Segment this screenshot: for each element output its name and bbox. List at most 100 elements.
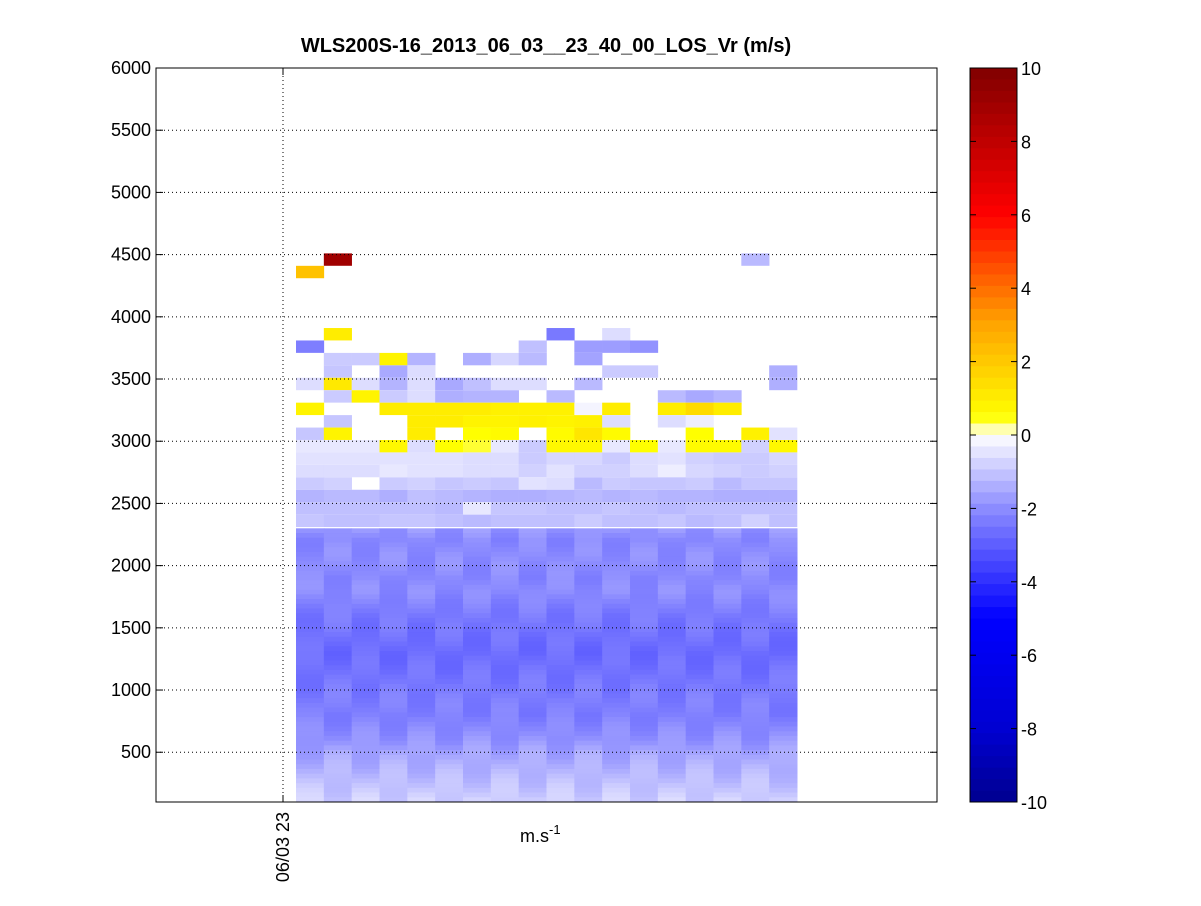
heatmap-cell xyxy=(546,707,575,713)
heatmap-cell xyxy=(296,731,325,737)
heatmap-cell xyxy=(463,533,492,539)
heatmap-cell xyxy=(379,599,408,605)
heatmap-cell xyxy=(407,477,436,490)
heatmap-cell xyxy=(518,655,547,661)
heatmap-cell xyxy=(657,750,687,756)
heatmap-cell xyxy=(713,669,742,676)
heatmap-cell xyxy=(296,768,325,775)
heatmap-cell xyxy=(741,651,770,657)
colorbar-step xyxy=(970,194,1017,207)
heatmap-cell xyxy=(630,778,659,784)
heatmap-cell xyxy=(657,735,687,742)
heatmap-cell xyxy=(379,674,408,680)
heatmap-cell xyxy=(630,792,659,798)
heatmap-cell xyxy=(296,547,325,553)
heatmap-cell xyxy=(379,693,408,699)
heatmap-cell xyxy=(435,735,464,742)
heatmap-cell xyxy=(657,721,687,727)
heatmap-cell xyxy=(657,627,687,633)
heatmap-cell xyxy=(713,759,742,765)
heatmap-cell xyxy=(713,594,742,600)
heatmap-cell xyxy=(407,679,436,685)
heatmap-cell xyxy=(296,721,325,727)
heatmap-cell xyxy=(741,707,770,713)
heatmap-cell xyxy=(490,778,520,784)
heatmap-cell xyxy=(602,542,631,548)
heatmap-cell xyxy=(351,561,380,567)
heatmap-cell xyxy=(769,584,798,591)
heatmap-cell xyxy=(296,584,325,591)
heatmap-cell xyxy=(657,608,687,614)
heatmap-cell xyxy=(713,646,742,652)
heatmap-cell xyxy=(657,717,687,723)
heatmap-cell xyxy=(463,489,492,503)
heatmap-cell xyxy=(518,792,547,798)
heatmap-cell xyxy=(463,740,492,746)
heatmap-cell xyxy=(518,759,547,765)
colorbar-step xyxy=(970,389,1017,401)
heatmap-cell xyxy=(379,632,408,638)
heatmap-cell xyxy=(351,698,380,704)
heatmap-cell xyxy=(490,440,519,453)
heatmap-cell xyxy=(685,792,714,798)
heatmap-cell xyxy=(490,702,520,709)
heatmap-cell xyxy=(741,502,770,515)
heatmap-cell xyxy=(713,584,742,591)
heatmap-cell xyxy=(574,514,603,528)
heatmap-cell xyxy=(685,712,714,718)
heatmap-cell xyxy=(546,646,575,652)
heatmap-cell xyxy=(351,352,380,366)
heatmap-cell xyxy=(323,599,353,605)
heatmap-cell xyxy=(685,721,714,727)
heatmap-cell xyxy=(407,365,436,378)
heatmap-cell xyxy=(435,792,464,798)
heatmap-cell xyxy=(769,764,798,770)
heatmap-cell xyxy=(463,603,492,610)
heatmap-cell xyxy=(351,533,380,539)
heatmap-cell xyxy=(351,783,380,789)
heatmap-cell xyxy=(546,452,575,465)
heatmap-cell xyxy=(713,589,742,595)
heatmap-cell xyxy=(685,477,714,490)
heatmap-cell xyxy=(435,440,464,453)
heatmap-cell xyxy=(463,551,492,558)
heatmap-cell xyxy=(407,783,436,789)
heatmap-cell xyxy=(351,599,380,605)
heatmap-cell xyxy=(323,764,353,770)
heatmap-cell xyxy=(296,679,325,685)
heatmap-cell xyxy=(769,750,798,756)
heatmap-cell xyxy=(630,768,659,775)
heatmap-cell xyxy=(435,783,464,789)
y-tick-label: 2500 xyxy=(111,493,151,513)
heatmap-cell xyxy=(602,797,631,803)
colorbar-step xyxy=(970,217,1017,229)
heatmap-cell xyxy=(351,452,380,465)
heatmap-cell xyxy=(323,684,353,690)
heatmap-cell xyxy=(435,556,464,562)
heatmap-cell xyxy=(296,622,325,628)
heatmap-cell xyxy=(602,340,631,353)
heatmap-cell xyxy=(435,731,464,737)
heatmap-cell xyxy=(379,768,408,775)
heatmap-cell xyxy=(574,603,603,610)
heatmap-cell xyxy=(407,768,436,775)
heatmap-cell xyxy=(379,556,408,562)
heatmap-cell xyxy=(323,655,353,661)
heatmap-cell xyxy=(379,584,408,591)
heatmap-cell xyxy=(602,556,631,562)
heatmap-cell xyxy=(769,477,798,490)
heatmap-cell xyxy=(351,547,380,553)
heatmap-cell xyxy=(435,489,464,503)
heatmap-cell xyxy=(379,402,408,416)
colorbar-step xyxy=(970,205,1017,218)
heatmap-cell xyxy=(574,797,603,803)
heatmap-cell xyxy=(602,688,631,694)
heatmap-cell xyxy=(741,514,770,528)
heatmap-cell xyxy=(463,707,492,713)
heatmap-cell xyxy=(463,674,492,680)
colorbar-step xyxy=(970,756,1017,768)
heatmap-cell xyxy=(407,533,436,539)
heatmap-cell xyxy=(323,726,353,732)
heatmap-cell xyxy=(769,797,798,803)
heatmap-cell xyxy=(769,717,798,723)
